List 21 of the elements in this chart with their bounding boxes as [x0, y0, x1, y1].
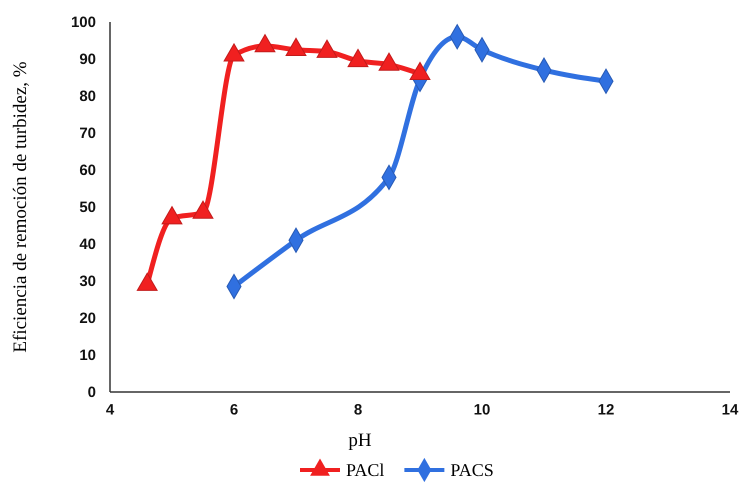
x-tick-label: 4: [106, 402, 115, 419]
y-tick-label: 50: [79, 198, 96, 216]
y-tick-label: 20: [79, 310, 96, 327]
y-tick-label: 30: [79, 272, 96, 290]
legend-label: PACS: [450, 460, 494, 480]
y-tick-label: 90: [79, 50, 96, 68]
x-tick-label: 10: [474, 402, 490, 419]
x-tick-label: 14: [722, 402, 739, 419]
x-tick-label: 6: [230, 402, 238, 419]
y-axis-title: Eficiencia de remoción de turbidez, %: [10, 61, 31, 353]
y-tick-label: 70: [79, 124, 96, 142]
y-tick-label: 60: [79, 162, 96, 179]
x-axis-title: pH: [348, 430, 372, 451]
legend-label: PACl: [346, 460, 384, 480]
y-tick-label: 40: [79, 236, 96, 253]
x-tick-label: 12: [598, 402, 614, 419]
y-tick-label: 100: [70, 14, 96, 31]
x-tick-label: 8: [354, 402, 362, 419]
y-tick-label: 0: [88, 384, 96, 401]
y-tick-label: 80: [79, 88, 96, 105]
y-tick-label: 10: [79, 346, 96, 364]
